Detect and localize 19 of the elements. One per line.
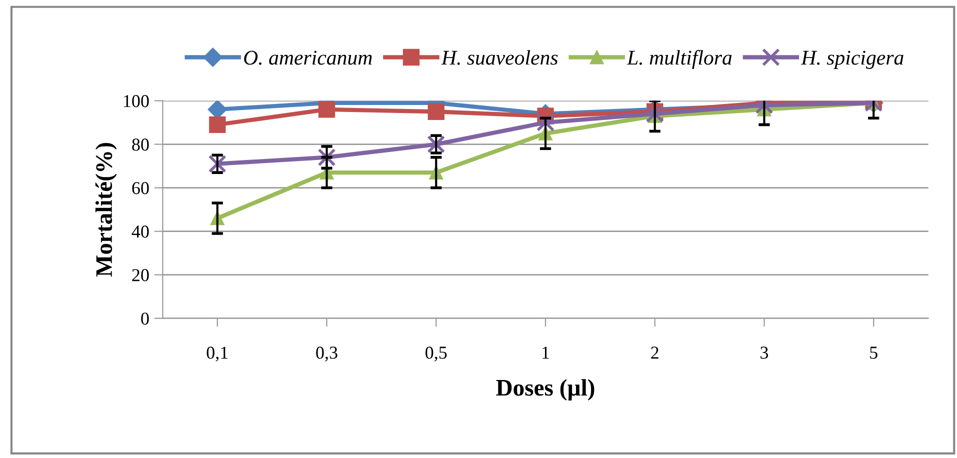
x-tick-label: 0,1 [206,346,228,362]
x-tick-label: 1 [542,346,549,359]
x-tick-label: 0,5 [426,346,447,362]
legend-label: O. americanum [244,50,372,65]
x-tick-label: 2 [651,346,658,359]
y-tick-label: 60 [132,182,149,194]
legend-label: L. multiflora [626,50,732,69]
y-tick-label: 100 [124,95,149,108]
x-axis-title: Doses (µl) [496,379,594,401]
y-axis-title: Mortalité(%) [95,143,117,277]
y-tick-label: 80 [132,138,149,151]
x-tick-label: 3 [760,346,768,359]
y-tick-label: 20 [132,269,149,282]
x-tick-label: 5 [870,346,878,359]
x-tick-label: 0,3 [316,346,338,362]
legend-label: H. spicigera [800,50,904,69]
y-tick-label: 0 [141,312,149,325]
legend-label: H. suaveolens [441,50,558,65]
y-tick-label: 40 [132,226,149,238]
